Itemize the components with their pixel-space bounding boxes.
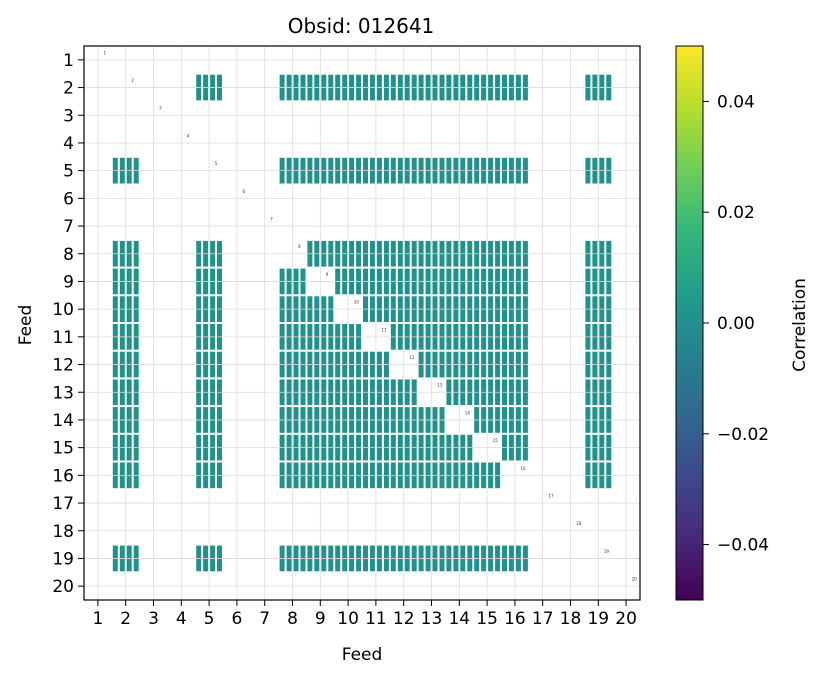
y-tick-label: 16 xyxy=(52,466,74,486)
x-axis-ticks: 1 2 3 4 5 6 7 8 9 10 11 12 13 14 15 16 17 18 19 20 xyxy=(92,600,637,629)
colorbar-tick-label: 0.04 xyxy=(717,92,755,112)
x-tick-label: 10 xyxy=(337,609,359,629)
x-tick-label: 7 xyxy=(259,609,270,629)
y-tick-label: 5 xyxy=(63,162,74,182)
x-axis-label: Feed xyxy=(342,645,383,665)
diagonal-label: 14 xyxy=(465,410,471,415)
y-tick-label: 6 xyxy=(63,189,74,209)
diagonal-label: 8 xyxy=(298,244,301,249)
colorbar-label: Correlation xyxy=(790,278,810,372)
y-tick-label: 13 xyxy=(52,383,74,403)
colorbar-tick-label: 0.00 xyxy=(717,314,755,334)
diagonal-label: 5 xyxy=(215,161,218,166)
x-tick-label: 6 xyxy=(231,609,242,629)
diagonal-label: 20 xyxy=(632,577,638,582)
heatmap-cells xyxy=(112,74,612,572)
colorbar-tick-label: 0.02 xyxy=(717,203,755,223)
x-tick-label: 3 xyxy=(148,609,159,629)
diagonal-label: 6 xyxy=(243,189,246,194)
diagonal-label: 15 xyxy=(493,438,499,443)
y-tick-label: 12 xyxy=(52,356,74,376)
diagonal-label: 2 xyxy=(131,78,134,83)
y-tick-label: 7 xyxy=(63,217,74,237)
colorbar-tick-label: −0.04 xyxy=(717,536,769,556)
x-tick-label: 13 xyxy=(421,609,443,629)
diagonal-label: 18 xyxy=(576,521,582,526)
x-tick-label: 19 xyxy=(587,609,609,629)
diagonal-label: 11 xyxy=(382,327,388,332)
chart-title: Obsid: 012641 xyxy=(288,14,435,38)
diagonal-label: 9 xyxy=(326,272,329,277)
x-tick-label: 1 xyxy=(92,609,103,629)
x-tick-label: 8 xyxy=(287,609,298,629)
x-tick-label: 14 xyxy=(448,609,470,629)
diagonal-label: 3 xyxy=(159,106,162,111)
y-tick-label: 14 xyxy=(52,411,74,431)
y-tick-label: 10 xyxy=(52,300,74,320)
y-tick-label: 2 xyxy=(63,79,74,99)
y-tick-label: 17 xyxy=(52,494,74,514)
x-tick-label: 20 xyxy=(615,609,637,629)
x-tick-label: 15 xyxy=(476,609,498,629)
diagonal-label: 12 xyxy=(409,355,415,360)
y-tick-label: 19 xyxy=(52,549,74,569)
diagonal-label: 19 xyxy=(604,549,610,554)
diagonal-label: 16 xyxy=(521,466,527,471)
diagonal-label: 17 xyxy=(548,494,554,499)
diagonal-label: 7 xyxy=(270,217,273,222)
x-tick-label: 11 xyxy=(365,609,387,629)
y-tick-label: 1 xyxy=(63,51,74,71)
y-tick-label: 15 xyxy=(52,439,74,459)
y-tick-label: 20 xyxy=(52,577,74,597)
diagonal-label: 4 xyxy=(187,133,190,138)
diagonal-label: 10 xyxy=(354,300,360,305)
y-tick-label: 4 xyxy=(63,134,74,154)
x-tick-label: 16 xyxy=(504,609,526,629)
grid-lines xyxy=(84,46,640,600)
y-tick-label: 8 xyxy=(63,245,74,265)
diagonal-label: 1 xyxy=(104,50,107,55)
y-axis-label: Feed xyxy=(16,305,36,346)
x-tick-label: 2 xyxy=(120,609,131,629)
y-tick-label: 11 xyxy=(52,328,74,348)
diagonal-label: 13 xyxy=(437,383,443,388)
colorbar xyxy=(675,45,704,601)
colorbar-tick-label: −0.02 xyxy=(717,425,769,445)
x-tick-label: 5 xyxy=(204,609,215,629)
x-tick-label: 9 xyxy=(315,609,326,629)
plot-frame xyxy=(83,45,641,601)
y-tick-label: 9 xyxy=(63,272,74,292)
x-tick-label: 12 xyxy=(393,609,415,629)
x-tick-label: 18 xyxy=(560,609,582,629)
x-tick-label: 4 xyxy=(176,609,187,629)
y-tick-label: 3 xyxy=(63,106,74,126)
y-tick-label: 18 xyxy=(52,522,74,542)
colorbar-ticks: 0.04 0.02 0.00 −0.02 −0.04 xyxy=(703,92,769,556)
x-tick-label: 17 xyxy=(532,609,554,629)
